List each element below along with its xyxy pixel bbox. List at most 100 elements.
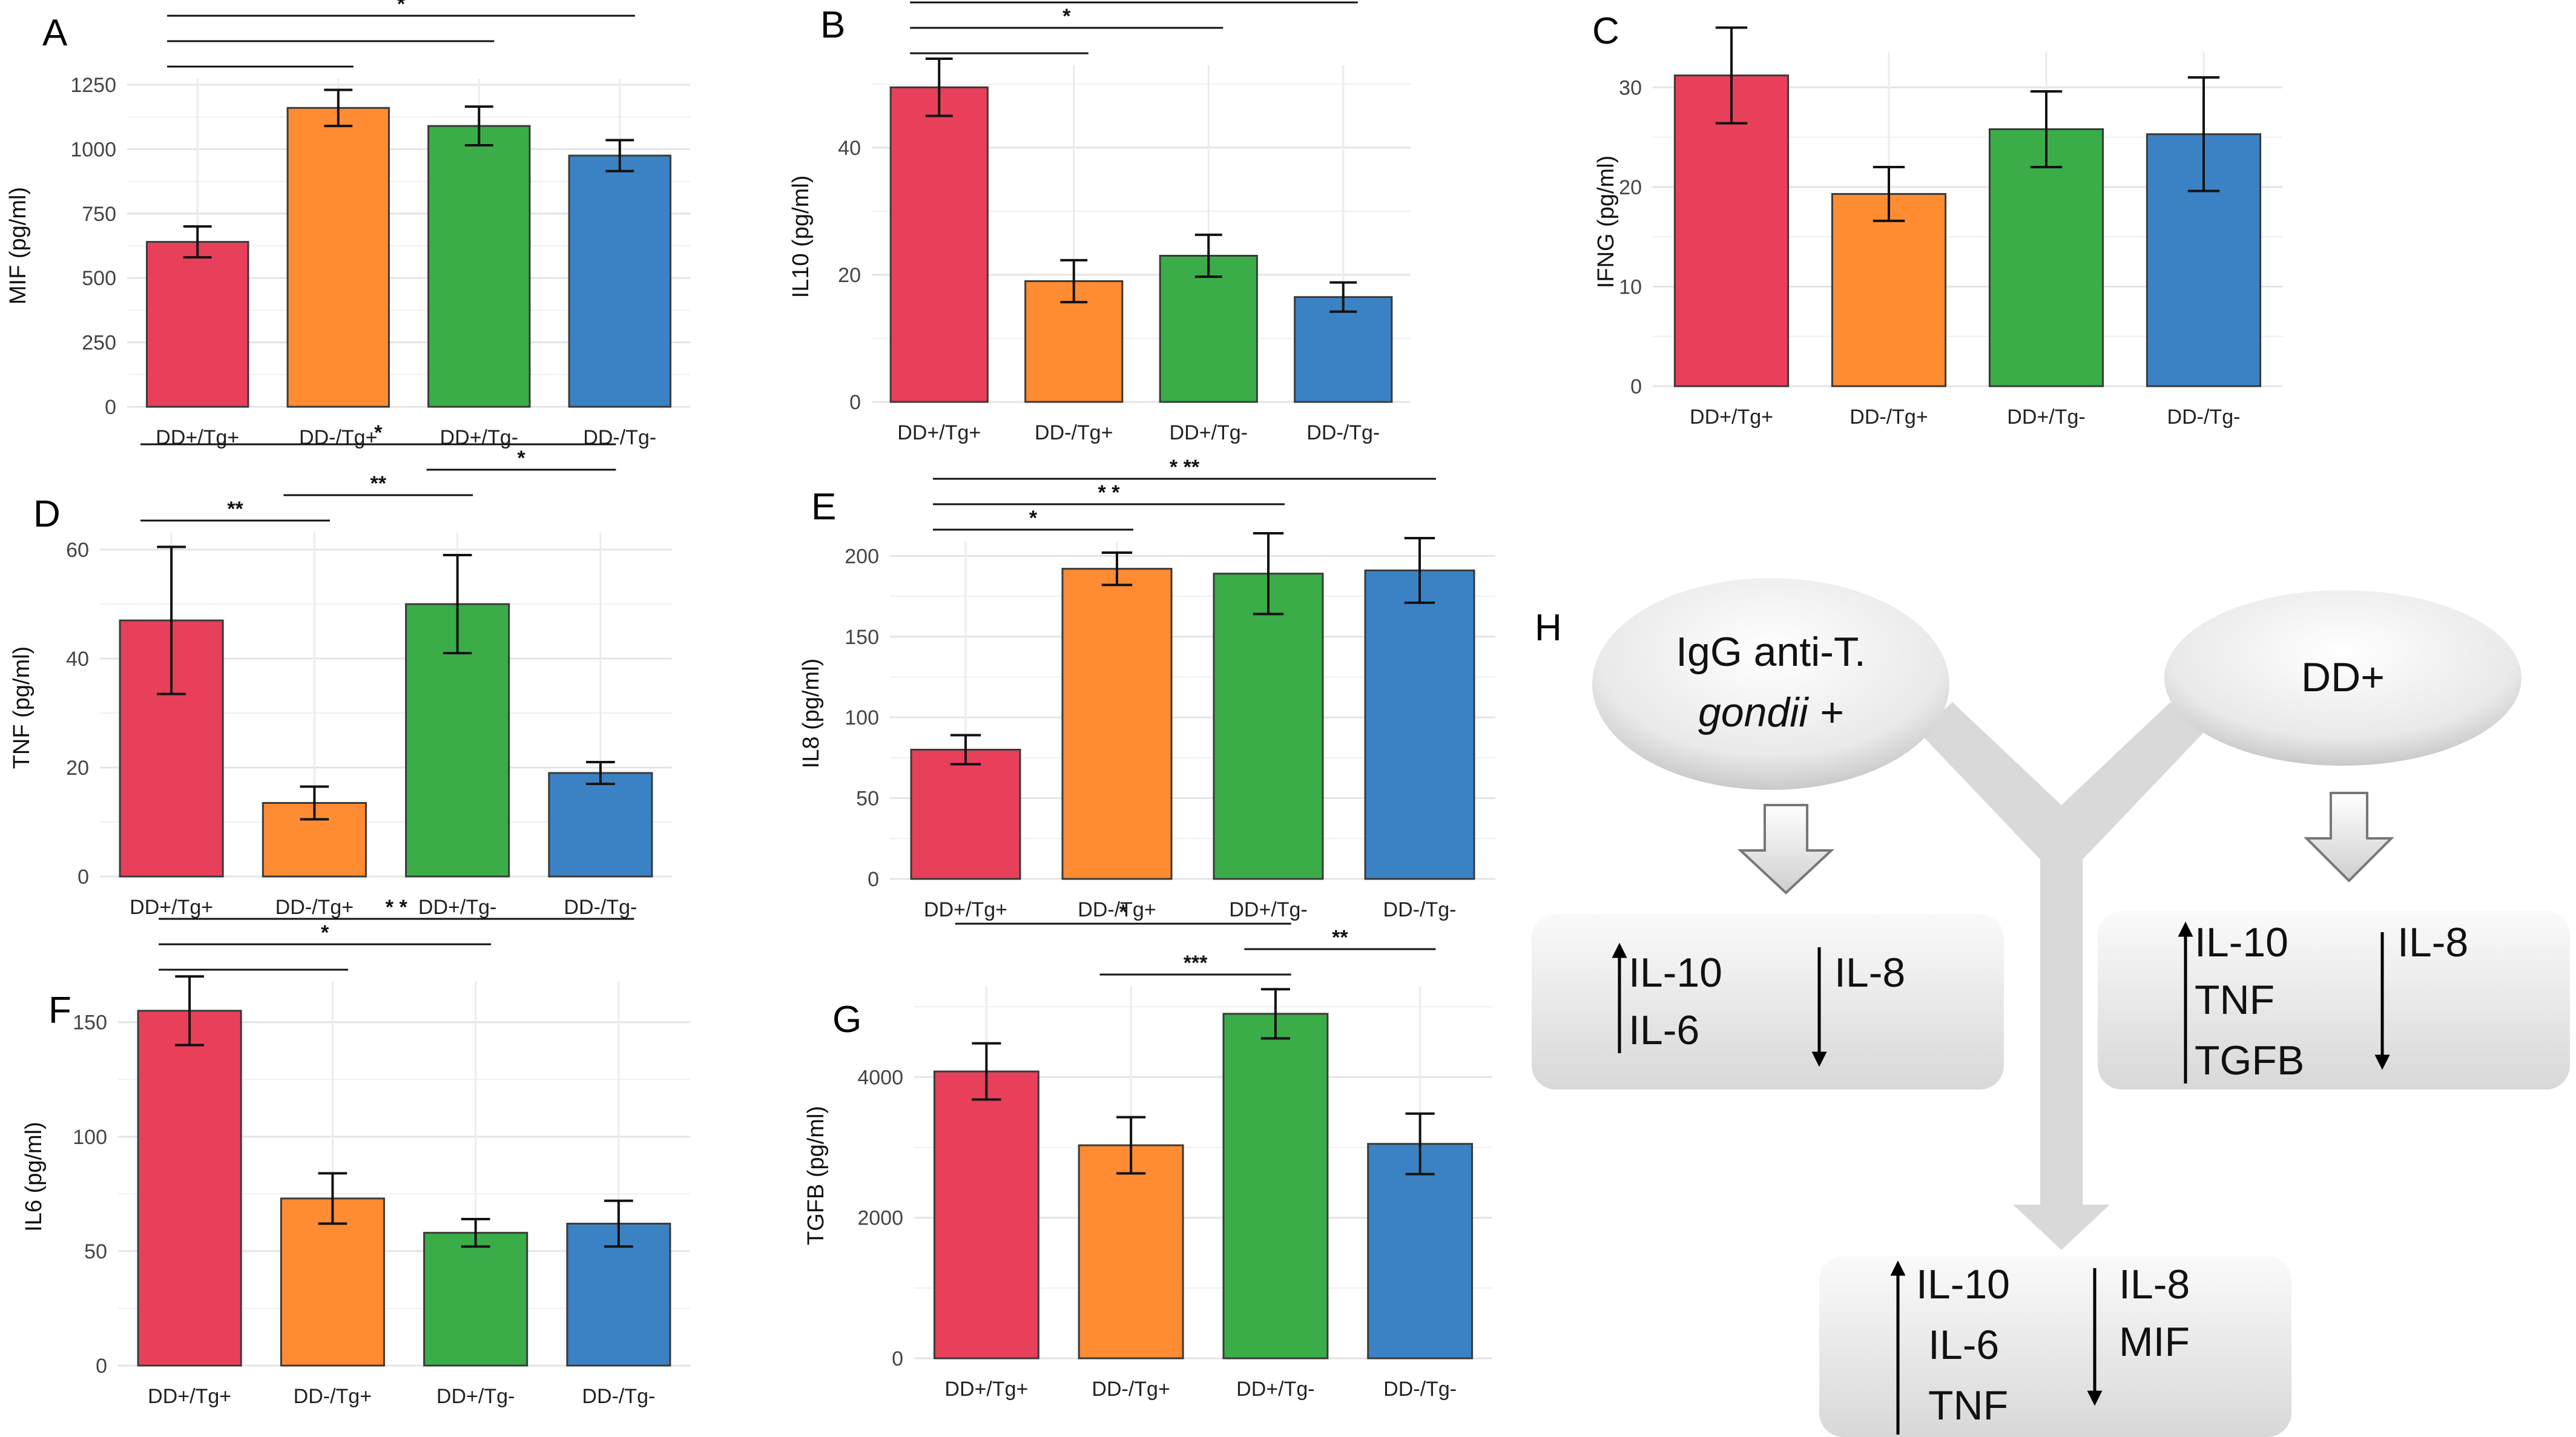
chart-panel-g: G 0 2000 4000 TGFB (pg/ml) DD+/Tg+ DD-/Tg+ DD+/…: [803, 901, 1492, 1401]
y-tick-label: 0: [892, 1347, 903, 1370]
y-tick-label: 1250: [70, 74, 116, 97]
box-combined-cytokines: [1819, 1256, 2291, 1437]
bar-DD-/Tg+: [1831, 192, 1947, 387]
right-up-2: TNF: [2195, 977, 2275, 1023]
chart-panel-f: F 0 50 100 150 IL6 (pg/ml) DD+/Tg+ DD-/Tg+ DD+/T…: [21, 896, 690, 1408]
x-tick-label: DD+/Tg-: [418, 896, 496, 919]
bar-DD+/Tg+: [910, 749, 1021, 880]
x-tick-label: DD-/Tg-: [1306, 421, 1380, 444]
y-tick-label: 0: [105, 396, 116, 419]
y-axis-label: IL8 (pg/ml): [799, 659, 824, 769]
chart-panel-c: C 0 10 20 30 IFNG (pg/ml) DD+/Tg+ DD-/Tg+ DD+/Tg…: [1592, 10, 2282, 429]
y-tick-label: 40: [66, 648, 89, 671]
y-tick-label: 50: [856, 788, 879, 811]
down-block-arrow-right: [2304, 792, 2394, 883]
box-dd-cytokines: [2098, 911, 2570, 1090]
bar-DD-/Tg+: [1078, 1144, 1184, 1360]
y-tick-label: 50: [84, 1240, 107, 1263]
panel-letter-a: A: [42, 12, 68, 54]
x-tick-label: DD-/Tg+: [275, 896, 354, 919]
ellipse-left-line2: gondii +: [1698, 689, 1843, 735]
x-tick-label: DD+/Tg+: [130, 896, 213, 919]
y-tick-label: 20: [1619, 176, 1642, 199]
significance-label: * *: [1123, 0, 1145, 2]
bar-DD+/Tg-: [423, 1232, 529, 1367]
x-tick-label: DD-/Tg+: [299, 426, 377, 449]
y-tick-label: 150: [845, 626, 879, 649]
bar-DD+/Tg-: [1988, 128, 2104, 387]
y-tick-label: 0: [868, 868, 879, 891]
significance-label: ***: [1184, 952, 1208, 975]
panel-letter-d: D: [33, 493, 61, 535]
significance-label: *: [517, 447, 525, 470]
bar-DD+/Tg-: [1213, 573, 1324, 880]
bar-DD-/Tg-: [1364, 569, 1475, 880]
cytokine-summary-diagram: H IgG anti-T. gondii + DD+ IL-10 IL-6 IL…: [1532, 578, 2570, 1437]
y-tick-label: 100: [73, 1126, 107, 1149]
left-up-2: IL-6: [1629, 1007, 1699, 1053]
y-axis-label: IL6 (pg/ml): [21, 1122, 47, 1232]
chart-panel-a: A 0 250 500 750 1000 1250 MIF (pg/ml) DD+/Tg+ DD-…: [5, 0, 690, 449]
x-tick-label: DD-/Tg-: [583, 426, 656, 449]
left-up-1: IL-10: [1629, 950, 1722, 996]
significance-label: * *: [1098, 481, 1121, 504]
x-tick-label: DD-/Tg-: [1383, 898, 1457, 921]
panel-letter-f: F: [48, 990, 71, 1031]
ellipse-dd-positive: [2164, 590, 2522, 766]
chart-panel-e: E 0 50 100 150 200 IL8 (pg/ml) DD+/Tg+ DD-/Tg+ DD…: [799, 456, 1495, 921]
bottom-down-1: IL-8: [2119, 1261, 2190, 1307]
bar-DD+/Tg-: [1159, 255, 1258, 403]
bar-DD-/Tg-: [1367, 1143, 1474, 1360]
x-tick-label: DD+/Tg+: [924, 898, 1007, 921]
bottom-down-2: MIF: [2119, 1319, 2190, 1365]
significance-label: *: [1062, 5, 1071, 28]
y-tick-label: 0: [77, 866, 89, 889]
right-down-1: IL-8: [2397, 919, 2468, 965]
y-tick-label: 200: [845, 545, 879, 568]
bar-DD+/Tg+: [933, 1070, 1039, 1360]
y-tick-label: 750: [82, 203, 116, 226]
significance-label: * *: [386, 896, 408, 919]
significance-label: *: [374, 421, 383, 444]
bottom-up-2: IL-6: [1928, 1322, 1999, 1368]
x-tick-label: DD+/Tg+: [944, 1378, 1028, 1401]
ellipse-igg-anti-t-gondii: [1592, 578, 1949, 790]
y-tick-label: 30: [1619, 76, 1642, 99]
y-tick-label: 100: [845, 706, 879, 729]
significance-label: * **: [1170, 456, 1200, 479]
bar-DD-/Tg+: [1061, 568, 1173, 880]
panel-letter-e: E: [811, 486, 836, 528]
x-tick-label: DD-/Tg+: [1035, 421, 1113, 444]
x-tick-label: DD+/Tg+: [1690, 406, 1773, 429]
significance-label: *: [1029, 507, 1038, 530]
y-tick-label: 500: [82, 267, 116, 290]
panel-letter-c: C: [1592, 10, 1619, 52]
y-tick-label: 0: [96, 1355, 107, 1378]
bottom-up-1: IL-10: [1916, 1261, 2010, 1307]
x-tick-label: DD-/Tg+: [1850, 406, 1928, 429]
ellipse-right-label: DD+: [2301, 654, 2385, 700]
significance-label: **: [1332, 926, 1348, 949]
significance-label: **: [227, 498, 243, 521]
x-tick-label: DD-/Tg+: [1092, 1378, 1170, 1401]
chart-panel-d: D 0 20 40 60 TNF (pg/ml) DD+/Tg+ DD-/Tg+ DD+/Tg-…: [9, 421, 672, 919]
x-tick-label: DD+/Tg-: [1229, 898, 1307, 921]
x-tick-label: DD+/Tg-: [436, 1385, 515, 1408]
bar-DD+/Tg+: [146, 241, 249, 408]
right-up-3: TGFB: [2195, 1037, 2304, 1084]
y-tick-label: 20: [66, 757, 89, 780]
y-axis-label: MIF (pg/ml): [5, 187, 31, 304]
down-block-arrow-left: [1737, 804, 1835, 895]
panel-letter-h: H: [1535, 607, 1562, 649]
y-tick-label: 4000: [857, 1066, 903, 1089]
x-tick-label: DD+/Tg+: [156, 426, 239, 449]
bar-DD-/Tg+: [286, 107, 390, 408]
y-tick-label: 10: [1619, 275, 1642, 298]
y-tick-label: 150: [73, 1011, 107, 1034]
bar-DD+/Tg+: [889, 86, 989, 403]
left-down-1: IL-8: [1834, 950, 1905, 996]
x-tick-label: DD+/Tg-: [1236, 1378, 1314, 1401]
x-tick-label: DD-/Tg+: [294, 1385, 372, 1408]
